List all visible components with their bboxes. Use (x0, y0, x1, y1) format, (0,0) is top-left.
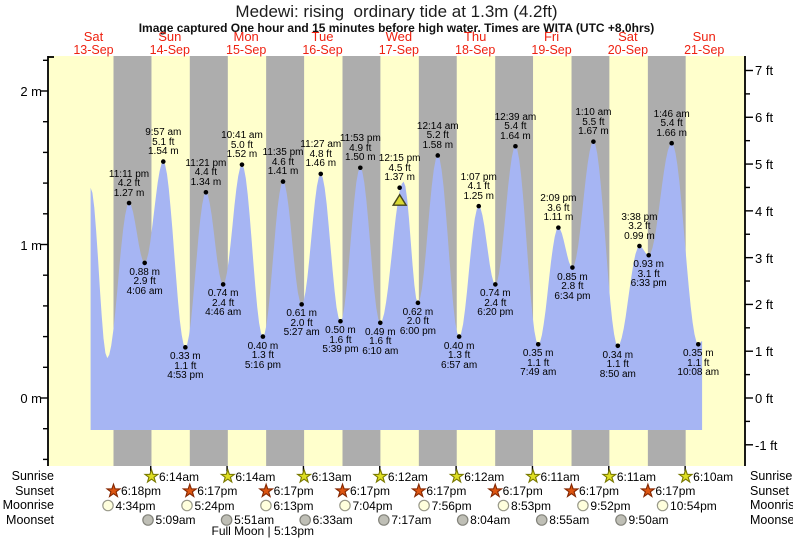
tide-point-dot (535, 341, 541, 347)
tide-point-dot (415, 300, 421, 306)
tide-point-dot (239, 162, 245, 167)
moonset-circle-icon (220, 514, 233, 526)
moonrise-circle-icon (497, 499, 510, 512)
sunset-star-icon (410, 482, 427, 498)
moonset-circle-icon (299, 514, 311, 526)
moonrise-circle-icon (577, 499, 589, 512)
tide-point-dot (615, 343, 621, 349)
tide-point-dot (513, 143, 518, 149)
moonset-circle-icon (535, 514, 548, 526)
tide-point-dot (183, 345, 188, 350)
tide-point-dot (203, 190, 209, 195)
sunrise-star-icon (219, 468, 236, 484)
sunset-star-icon (181, 482, 198, 498)
moonrise-circle-icon (418, 499, 430, 512)
sunrise-star-icon (677, 468, 694, 484)
moonset-circle-icon (615, 514, 627, 526)
tide-point-dot (397, 185, 402, 191)
sunrise-star-icon (295, 468, 313, 484)
tide-point-dot (358, 165, 363, 171)
tide-point-dot (456, 334, 462, 339)
sunrise-star-icon (601, 468, 618, 484)
page-title: Medewi: rising ordinary tide at 1.3m (4.… (235, 2, 558, 21)
moonrise-circle-icon (260, 499, 272, 512)
tide-point-dot (220, 282, 226, 287)
tide-point-dot (646, 252, 652, 258)
tide-point-dot (493, 282, 498, 287)
tide-point-dot (299, 302, 304, 307)
sunset-star-icon (639, 482, 656, 498)
sunrise-star-icon (372, 468, 389, 484)
moonset-circle-icon (378, 514, 390, 526)
tide-area (90, 141, 703, 430)
tide-point-dot (570, 265, 575, 270)
sunset-star-icon (334, 482, 351, 498)
tide-point-dot (280, 179, 286, 184)
sunset-star-icon (487, 482, 504, 498)
sunrise-star-icon (524, 468, 542, 484)
capture-note: Image captured One hour and 15 minutes b… (138, 21, 655, 35)
capture-time-triangle-icon (391, 193, 408, 206)
moonrise-circle-icon (181, 499, 193, 512)
tide-point-dot (556, 225, 561, 230)
sunset-star-icon (258, 482, 275, 498)
sunset-star-icon (563, 482, 580, 498)
tide-point-dot (142, 260, 147, 266)
sunset-star-icon (105, 482, 122, 498)
tide-point-dot (338, 318, 343, 324)
tide-point-dot (377, 320, 383, 326)
tide-point-dot (637, 243, 642, 249)
tide-point-dot (318, 171, 324, 177)
moonrise-circle-icon (339, 499, 351, 512)
moonset-circle-icon (142, 514, 154, 526)
moonset-circle-icon (456, 514, 469, 526)
tide-point-dot (695, 341, 701, 347)
moonrise-circle-icon (102, 499, 114, 512)
tide-point-dot (160, 159, 166, 164)
tide-point-dot (435, 153, 441, 158)
tide-point-dot (591, 139, 596, 144)
tide-point-dot (669, 140, 674, 146)
tide-point-dot (476, 203, 482, 209)
tide-point-dot (260, 334, 266, 339)
sunrise-star-icon (448, 467, 465, 484)
tide-point-dot (126, 200, 132, 206)
moonrise-circle-icon (656, 499, 669, 512)
sunrise-star-icon (143, 468, 160, 484)
